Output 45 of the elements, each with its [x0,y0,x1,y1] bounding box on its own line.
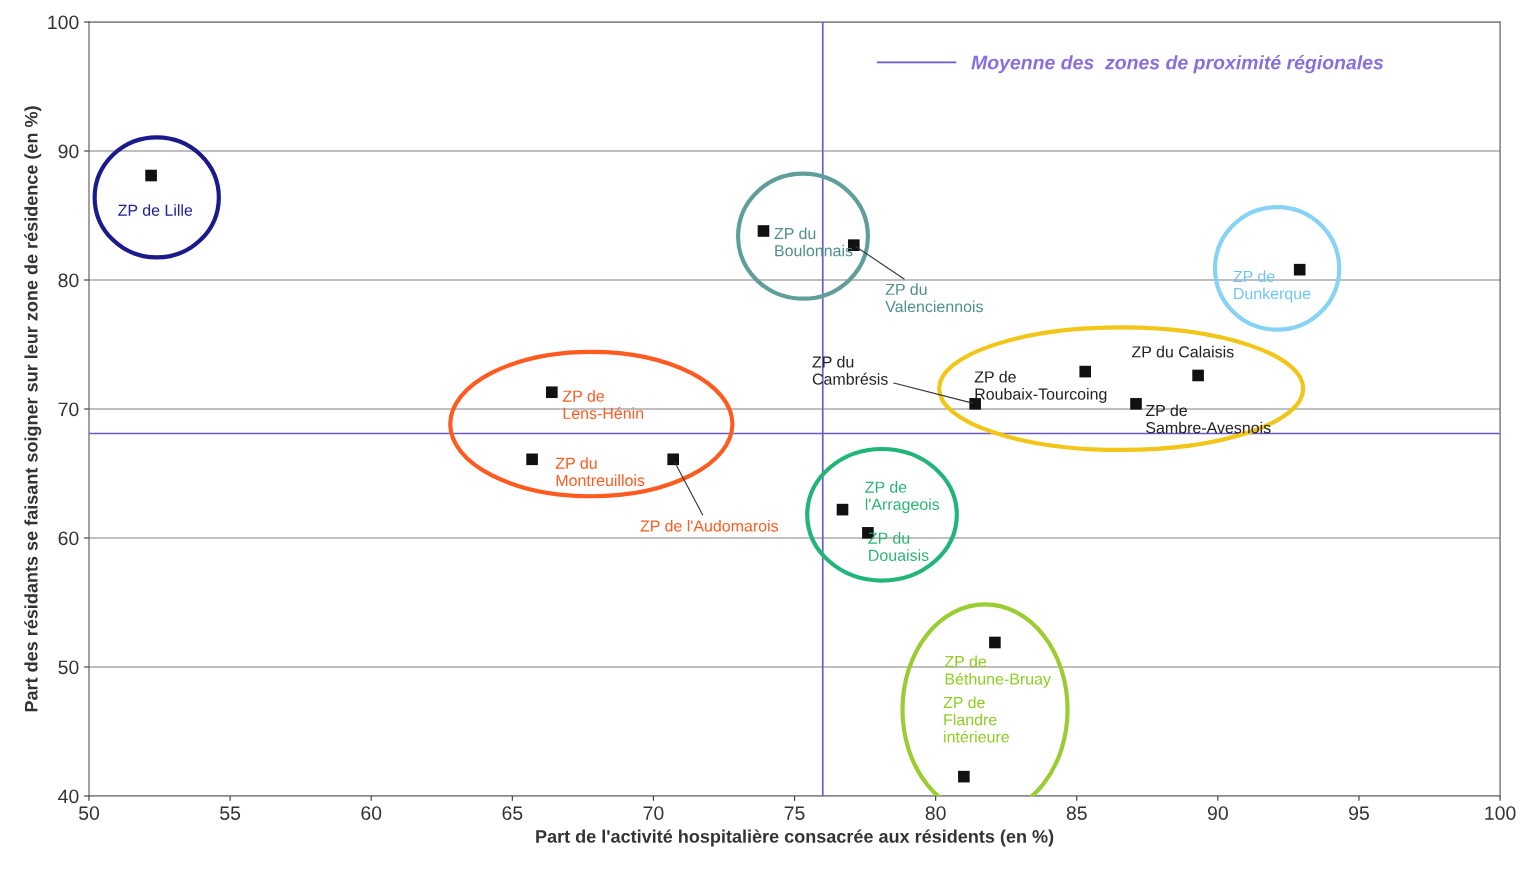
y-tick-label: 40 [58,789,79,804]
point [1192,369,1204,382]
annotation: ZP du Montreuillois [555,457,645,487]
annotation: ZP de l'Audomarois [640,519,779,532]
x-axis-title: Part de l'activité hospitalière consacrée aux résidents (en %) [536,829,1054,847]
annotation: ZP de l'Arrageois [865,481,940,514]
point [526,453,538,466]
point [1079,365,1092,378]
y-axis-title: Part des résidants se faisant soigner sur leur zone de résidence (en %) [24,106,42,712]
x-tick-label: 60 [361,806,382,821]
x-tick-label: 80 [925,806,946,821]
point [1293,263,1306,276]
x-tick-label: 50 [78,806,100,821]
y-tick-label: 80 [58,273,79,288]
x-tick-label: 95 [1349,806,1369,821]
annotation: ZP de Béthune-Bruay [944,655,1051,688]
annotation: ZP de Roubaix-Tourcoing [974,370,1107,403]
x-tick-label: 90 [1207,806,1228,821]
point [958,770,970,783]
y-tick-label: 90 [58,144,79,159]
y-tick-label: 70 [58,402,79,417]
annotation: ZP de Lille [118,204,193,216]
x-tick-label: 75 [784,806,805,821]
point [836,503,849,516]
point [989,636,1001,649]
annotation: ZP du Valenciennois [885,283,983,313]
annotation: ZP de Lens-Hénin [562,390,644,420]
annotation: ZP du Douaisis [868,532,929,562]
annotation: ZP de Flandre intérieure [943,696,1009,743]
x-tick-label: 70 [643,806,664,821]
annotation: ZP de Dunkerque [1233,270,1311,303]
y-tick-label: 60 [58,531,79,546]
annotation: ZP du Calaisis [1131,345,1234,358]
point [546,386,558,399]
x-tick-label: 85 [1066,806,1087,821]
x-tick-label: 100 [1485,806,1516,821]
point [145,169,157,182]
ref-line-label: Moyenne des zones de proximité régionales [971,54,1384,74]
y-tick-label: 50 [58,660,79,675]
x-tick-label: 55 [220,806,241,821]
point [757,225,770,237]
x-tick-label: 65 [502,806,523,821]
point [1130,398,1142,410]
y-tick-label: 100 [48,15,79,30]
point [667,453,679,466]
